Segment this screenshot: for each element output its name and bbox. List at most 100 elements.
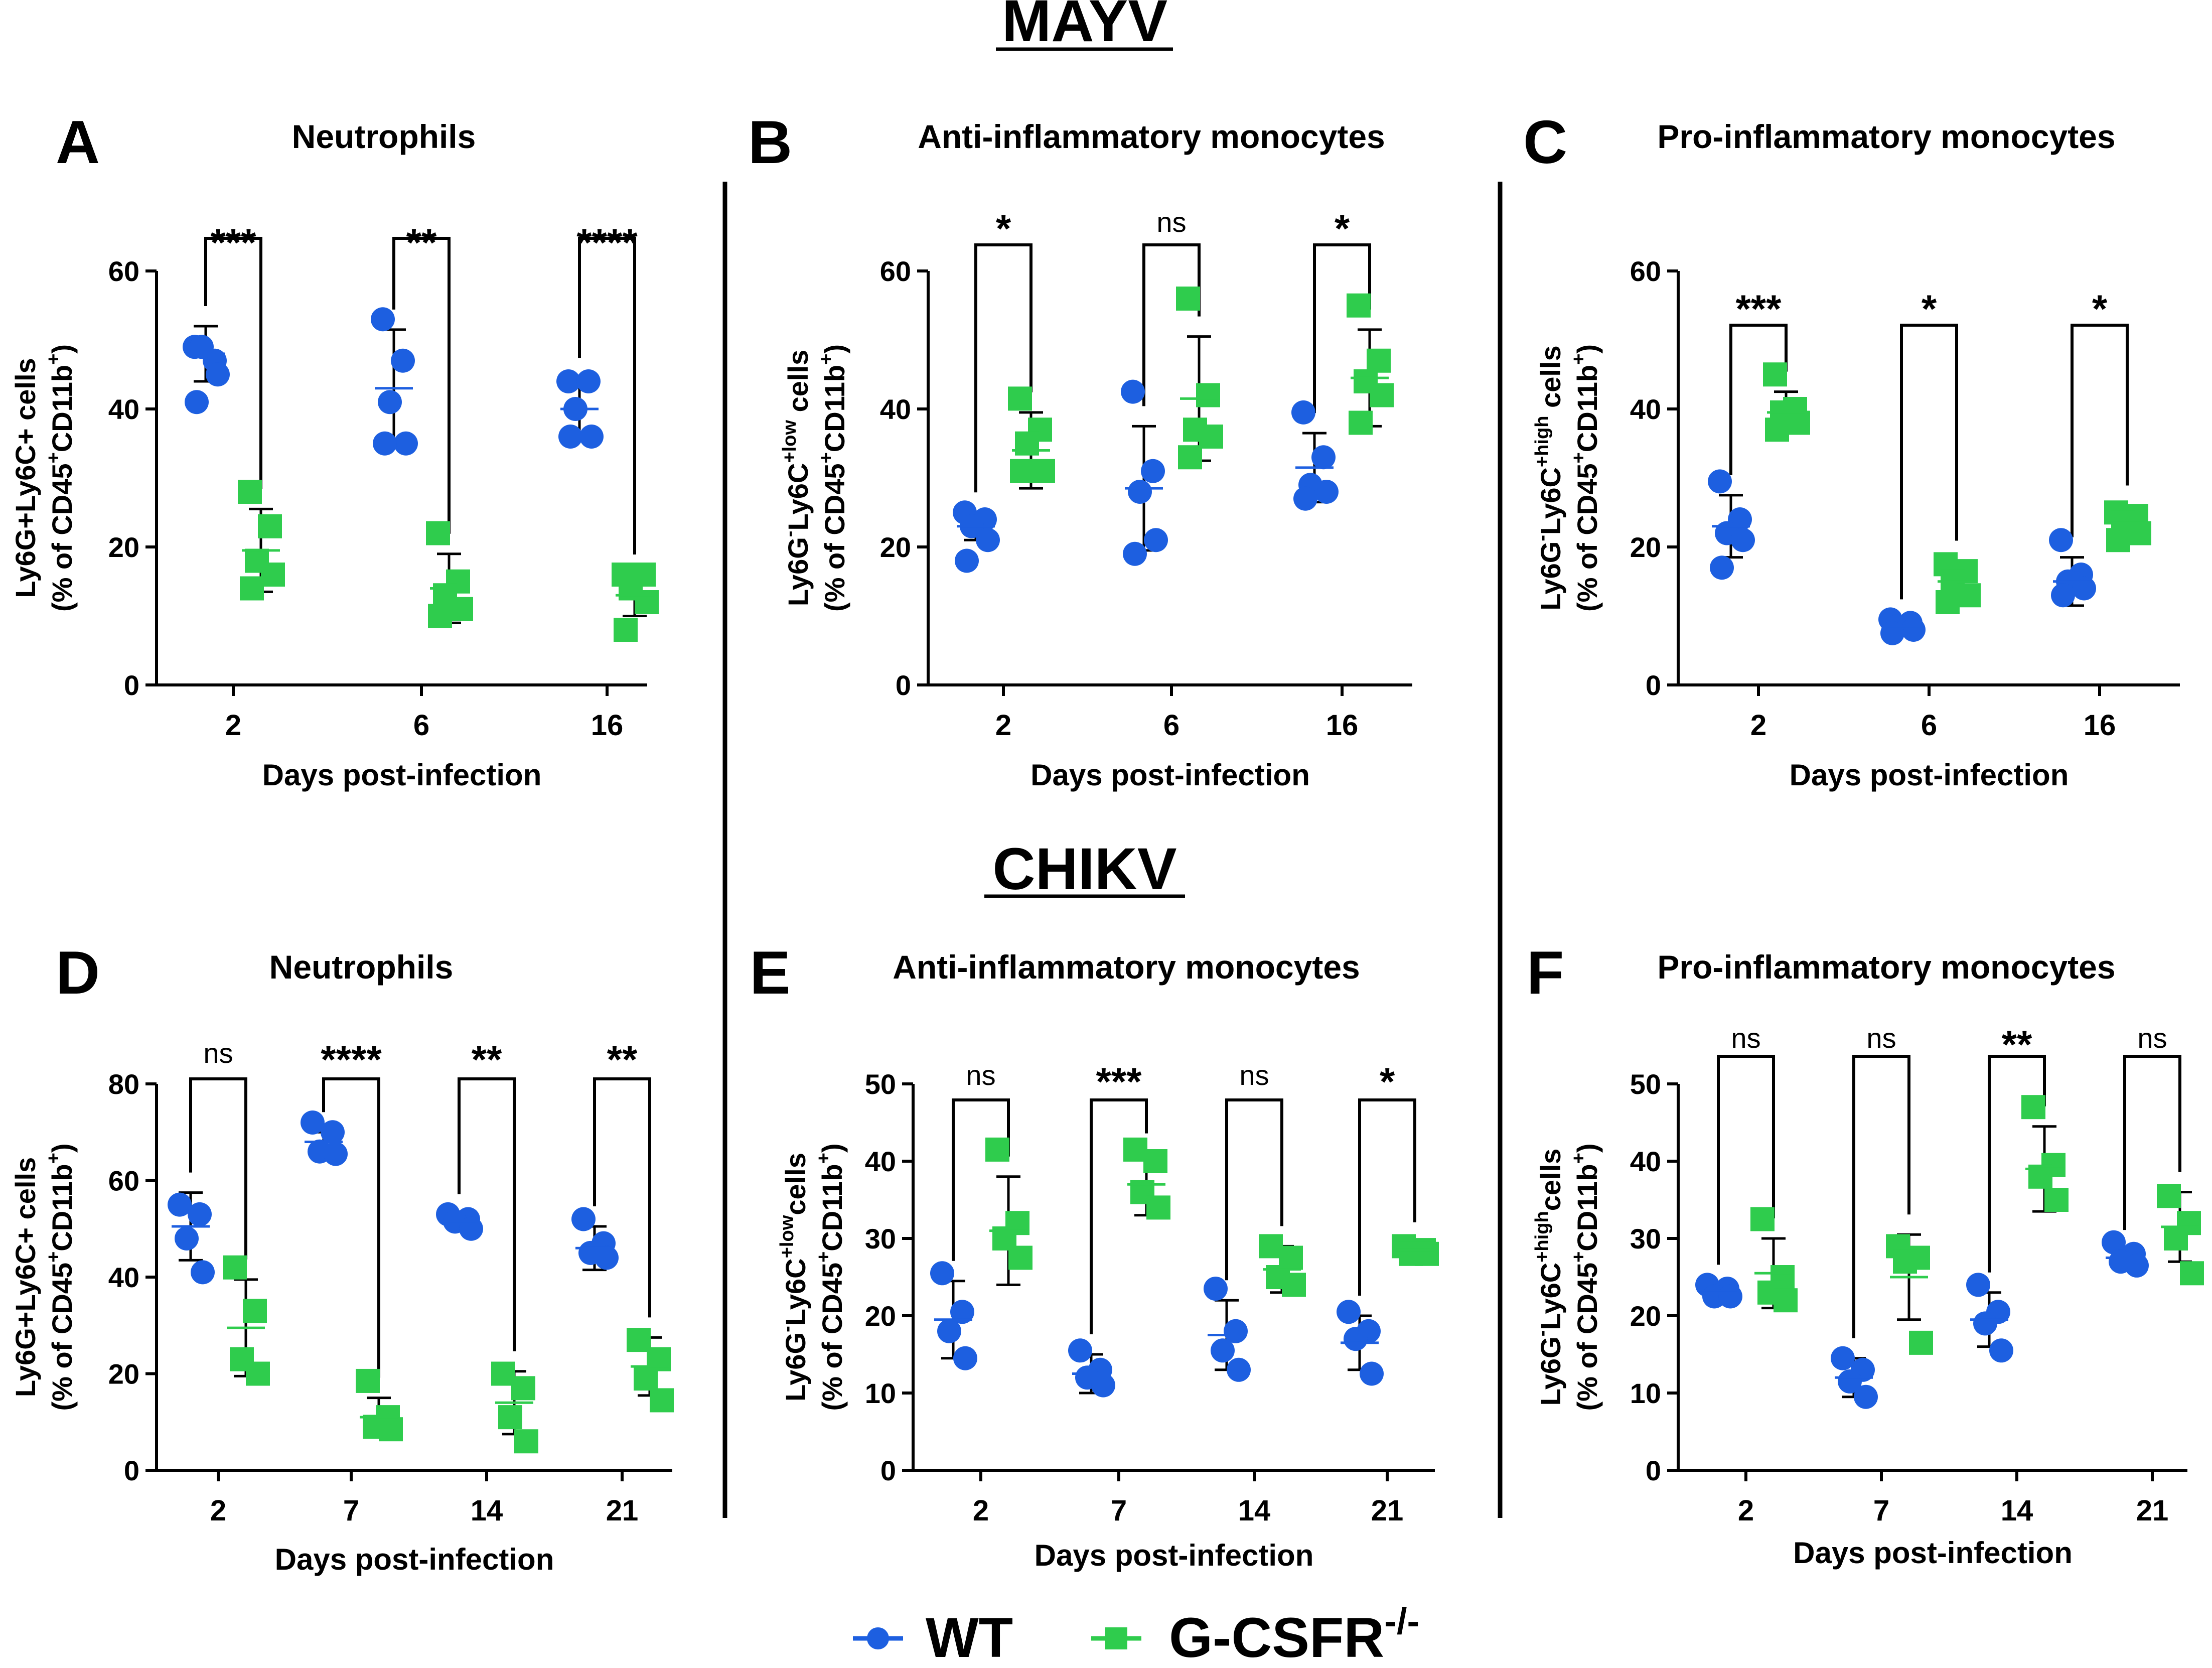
panel-f-y-title-line2-part: CD11b (1571, 1164, 1603, 1251)
panel-e-sig-bracket (952, 1098, 1010, 1261)
panel-a-ytick-label: 0 (124, 669, 139, 701)
panel-e-y-title-line2-part: + (813, 1153, 834, 1164)
panel-b-ytick-label: 60 (880, 255, 911, 287)
panel-e-y-title-line2-part: + (813, 1252, 834, 1263)
panel-e-y-title-line1-part: - (777, 1326, 798, 1332)
panel-f-y-title-line2-part: ) (1571, 1143, 1603, 1153)
panel-e-wt-point (937, 1319, 961, 1343)
panel-a-ytick-label: 20 (108, 531, 139, 563)
panel-b-y-title-line1-part: cells (782, 350, 814, 420)
panel-a-sig-bracket (578, 237, 636, 554)
legend-ko-label-sup: -/- (1384, 1600, 1419, 1642)
panel-a-ko-point (261, 563, 285, 587)
panel-e-ytick-label: 30 (865, 1223, 896, 1255)
panel-b-wt-point (1291, 400, 1315, 425)
panel-b-ko-point (1178, 445, 1202, 470)
panel-d-ko-point (356, 1368, 380, 1393)
panel-e-wt-point (1337, 1300, 1361, 1324)
panel-d-wt-point (301, 1110, 325, 1135)
panel-b-y-title-line1-part: +low (779, 420, 800, 463)
legend-wt-marker (867, 1627, 889, 1649)
panel-f-sig-bracket (1988, 1055, 2046, 1273)
panel-a-sig-label: **** (576, 220, 638, 264)
panel-b-wt-point (1141, 459, 1165, 483)
panel-f-y-title-line1-part: Ly6C (1535, 1263, 1566, 1330)
panel-d-x-title: Days post-infection (275, 1543, 554, 1576)
panel-a-wt-point (556, 369, 580, 393)
legend-wt-label: WT (926, 1606, 1013, 1668)
panel-b-ko-point (1196, 383, 1220, 407)
panel-e-y-title-line1-part: +low (777, 1215, 798, 1258)
panel-c-wt-point (1880, 621, 1904, 645)
panel-e-ytick-label: 0 (880, 1455, 896, 1486)
panel-a-wt-point (373, 431, 397, 456)
panel-e-xtick-label: 7 (1111, 1494, 1127, 1527)
panel-b-anti-inflammatory-mayv: B Anti-inflammatory monocytes 0 20 40 60 2 6 16 D… (748, 108, 1412, 792)
panel-a-title: Neutrophils (292, 118, 476, 155)
panel-b-wt-point (1121, 379, 1145, 404)
panel-c-ko-point (1765, 418, 1789, 442)
panel-f-y-title-line1-part: - (1532, 1330, 1553, 1337)
panel-b-ko-point (1349, 410, 1373, 435)
panel-b-xtick-label: 6 (1163, 709, 1179, 742)
panel-b-wt-point (1128, 480, 1152, 504)
panel-a-y-title-line2-part: + (43, 452, 64, 463)
panel-f-y-title-line1: Ly6G-Ly6C+highcells (1532, 1149, 1566, 1406)
panel-e-wt-point (950, 1300, 974, 1324)
panel-e-ko-point (1415, 1241, 1439, 1266)
panel-e-sig-label: * (1380, 1059, 1395, 1103)
panel-d-wt-point (595, 1245, 619, 1270)
panel-d-y-title-line1-part: Ly6G+Ly6C+ cells (10, 1157, 41, 1397)
panel-c-sig-bracket (1900, 324, 1958, 600)
panel-d-ko-point (246, 1361, 270, 1386)
panel-a-sig-bracket (392, 237, 451, 534)
panel-e-anti-inflammatory-chikv: E Anti-inflammatory monocytes 0 10 20 30 40 50 2… (750, 938, 1439, 1572)
panel-c-sig-bracket (1729, 324, 1788, 475)
panel-f-y-title-line2-part: + (1568, 1252, 1589, 1263)
panel-d-wt-point (188, 1202, 212, 1226)
panel-c-y-title-line1-part: Ly6G (1535, 541, 1566, 611)
panel-e-ko-point (985, 1137, 1009, 1162)
panel-f-wt-point (1838, 1369, 1862, 1394)
panel-e-ytick-label: 10 (865, 1377, 896, 1409)
panel-c-y-title-line1-part: +high (1532, 415, 1553, 467)
panel-d-ytick-label: 40 (108, 1262, 139, 1293)
panel-e-xtick-label: 14 (1238, 1494, 1271, 1527)
panel-b-y-title-line2-part: ) (819, 344, 850, 354)
panel-c-y-title-line2-part: + (1568, 354, 1589, 365)
panel-e-wt-point (1227, 1357, 1251, 1382)
panel-d-ko-point (223, 1255, 247, 1280)
panel-c-ytick-label: 0 (1646, 669, 1661, 701)
panel-c-xtick-label: 2 (1750, 709, 1766, 742)
panel-a-y-title-line2-part: ) (46, 344, 78, 354)
panel-a-wt-point (206, 362, 230, 387)
panel-f-letter: F (1527, 938, 1564, 1007)
panel-d-xtick-label: 14 (471, 1494, 503, 1527)
panel-d-y-title-line2-part: (% of CD45 (46, 1263, 78, 1411)
panel-a-xtick-label: 6 (413, 709, 429, 742)
panel-d-wt-point (324, 1142, 348, 1166)
panel-b-sig-label: * (1335, 206, 1350, 250)
panel-d-sig-bracket (322, 1077, 380, 1378)
panel-f-wt-point (1966, 1273, 1990, 1297)
panel-b-title: Anti-inflammatory monocytes (918, 118, 1385, 155)
panel-a-sig-label: ** (406, 220, 437, 264)
mayv-heading: MAYV (1002, 0, 1167, 54)
panel-d-ytick-label: 60 (108, 1165, 139, 1197)
panel-e-sig-label: ns (966, 1059, 995, 1091)
legend: WT G-CSFR-/- (853, 1600, 1419, 1668)
panel-d-ko-point (243, 1299, 267, 1323)
panel-c-wt-point (2072, 576, 2096, 601)
panel-c-ko-point (1763, 362, 1787, 387)
panel-b-wt-point (1314, 480, 1339, 504)
panel-b-letter: B (748, 108, 792, 176)
panel-a-y-title-line1-part: Ly6G+Ly6C+ cells (10, 358, 41, 598)
panel-e-sig-bracket (1090, 1098, 1148, 1334)
panel-b-wt-point (976, 528, 1000, 552)
panel-d-xtick-label: 2 (210, 1494, 226, 1527)
panel-d-title: Neutrophils (269, 948, 454, 986)
panel-c-y-title-line1: Ly6G-Ly6C+high cells (1532, 345, 1566, 610)
panel-c-title: Pro-inflammatory monocytes (1657, 118, 2115, 155)
panel-d-y-title-line2-part: + (43, 1252, 64, 1263)
panel-d-ko-point (514, 1429, 538, 1454)
